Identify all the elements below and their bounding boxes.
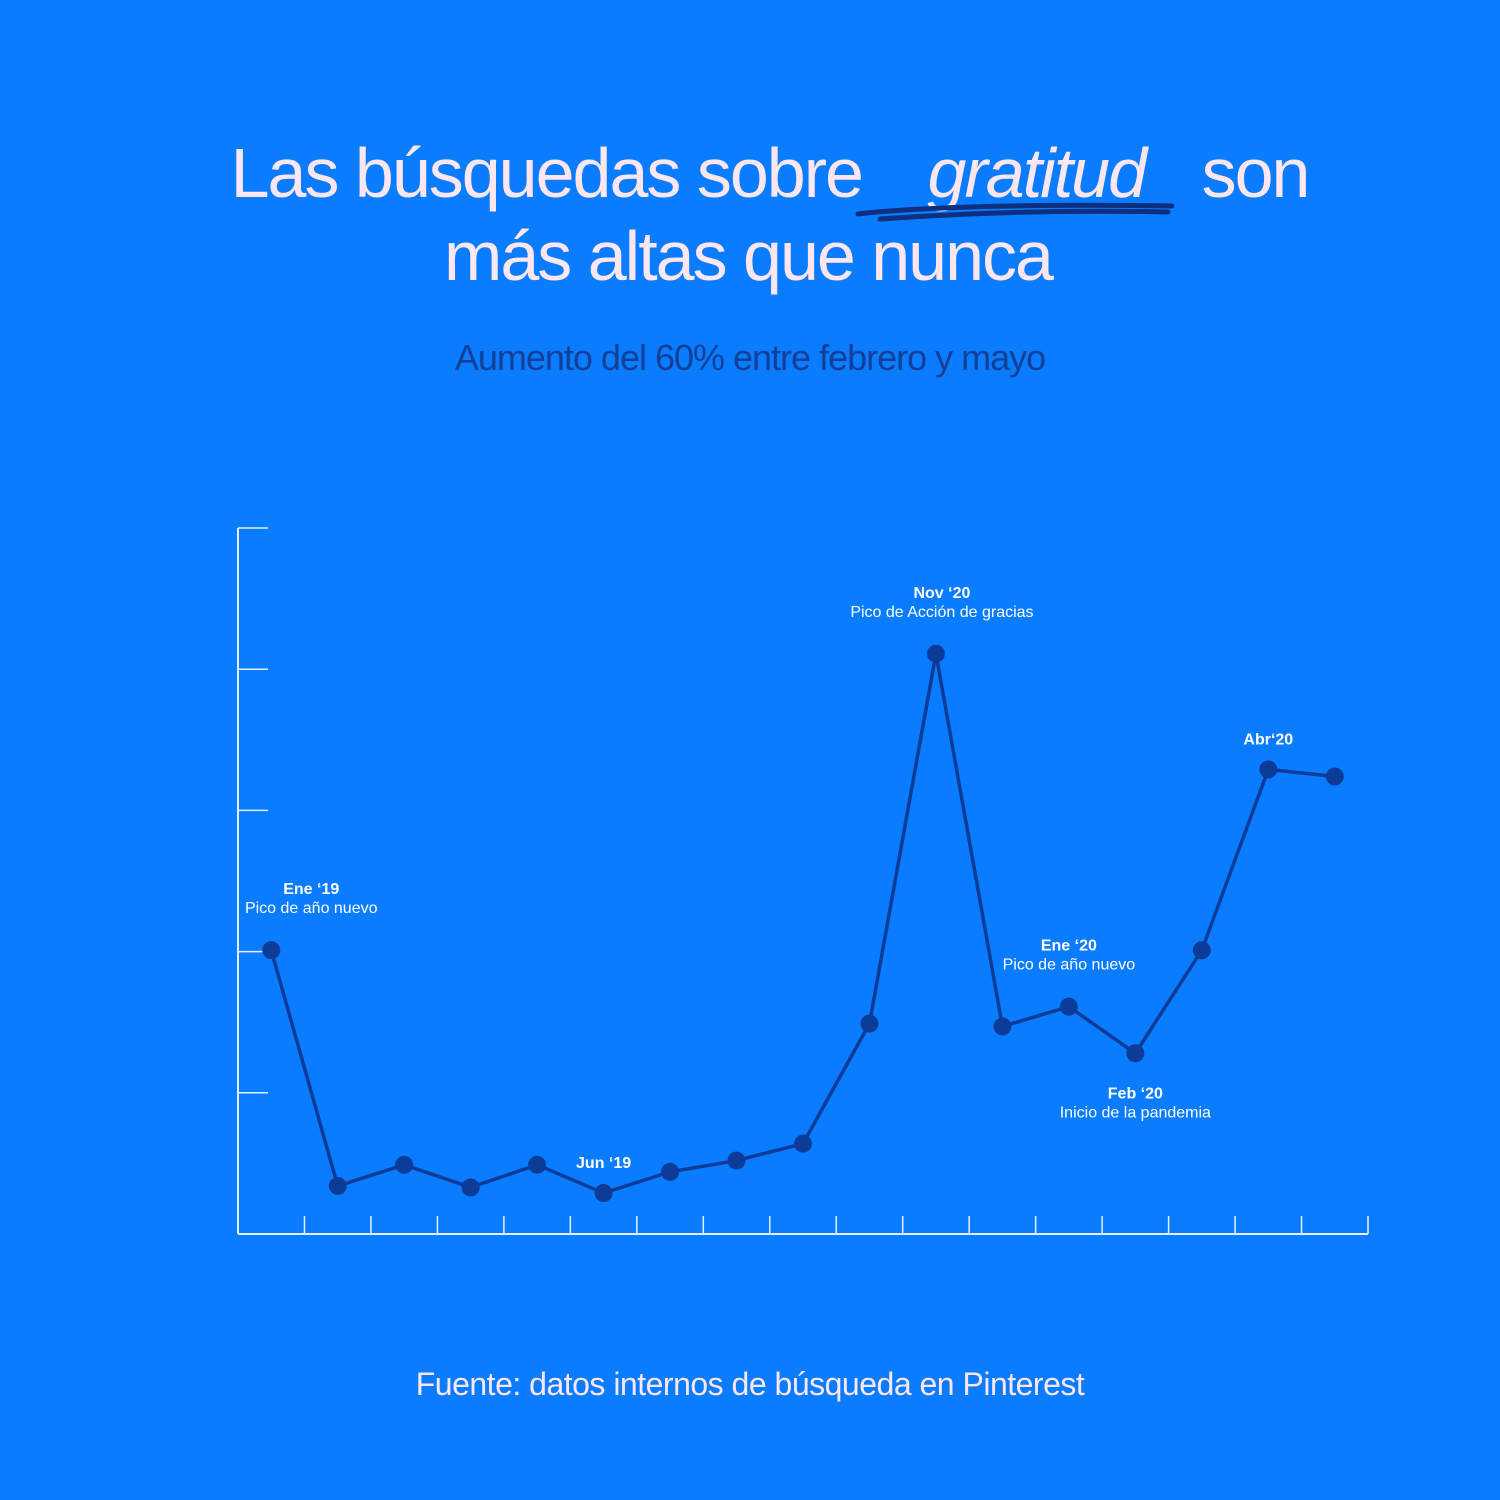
data-point xyxy=(328,1176,347,1195)
data-point xyxy=(1126,1044,1145,1063)
data-point xyxy=(794,1134,812,1153)
title-part: Las búsquedas sobre xyxy=(231,134,862,212)
annotation-note: Pico de año nuevo xyxy=(245,900,378,917)
annotation-label: Ene ‘20 xyxy=(1041,938,1097,955)
annotation-label: Jun ‘19 xyxy=(576,1155,631,1172)
annotation-note: Pico de Acción de gracias xyxy=(850,604,1033,621)
annotation-label: Ene ‘19 xyxy=(283,881,339,898)
data-point xyxy=(528,1155,547,1174)
title-part: son xyxy=(1202,134,1309,212)
data-point xyxy=(993,1017,1012,1036)
annotation-label: Nov ‘20 xyxy=(913,585,970,602)
source-note: Fuente: datos internos de búsqueda en Pi… xyxy=(416,1366,1085,1402)
data-point xyxy=(461,1178,480,1197)
underline-scribble xyxy=(855,202,1175,222)
chart-title: Las búsquedas sobre gratitud son xyxy=(231,134,1309,212)
data-point xyxy=(395,1155,414,1174)
data-point xyxy=(1192,941,1211,960)
chart-subtitle: Aumento del 60% entre febrero y mayo xyxy=(455,337,1045,378)
annotation-label: Feb ‘20 xyxy=(1108,1085,1163,1102)
chart-title: más altas que nunca xyxy=(444,217,1054,295)
data-point xyxy=(262,941,281,960)
data-point xyxy=(1059,997,1078,1016)
data-point xyxy=(1325,767,1344,786)
data-point xyxy=(926,644,945,663)
data-point xyxy=(1259,760,1278,779)
annotation-note: Inicio de la pandemia xyxy=(1060,1104,1211,1121)
data-point xyxy=(727,1151,746,1170)
annotation-label: Abr‘20 xyxy=(1243,731,1293,748)
title-emphasis: gratitud xyxy=(928,134,1150,212)
data-point xyxy=(594,1184,613,1203)
data-point xyxy=(661,1162,680,1181)
data-point xyxy=(860,1014,879,1033)
annotation-note: Pico de año nuevo xyxy=(1003,957,1136,974)
